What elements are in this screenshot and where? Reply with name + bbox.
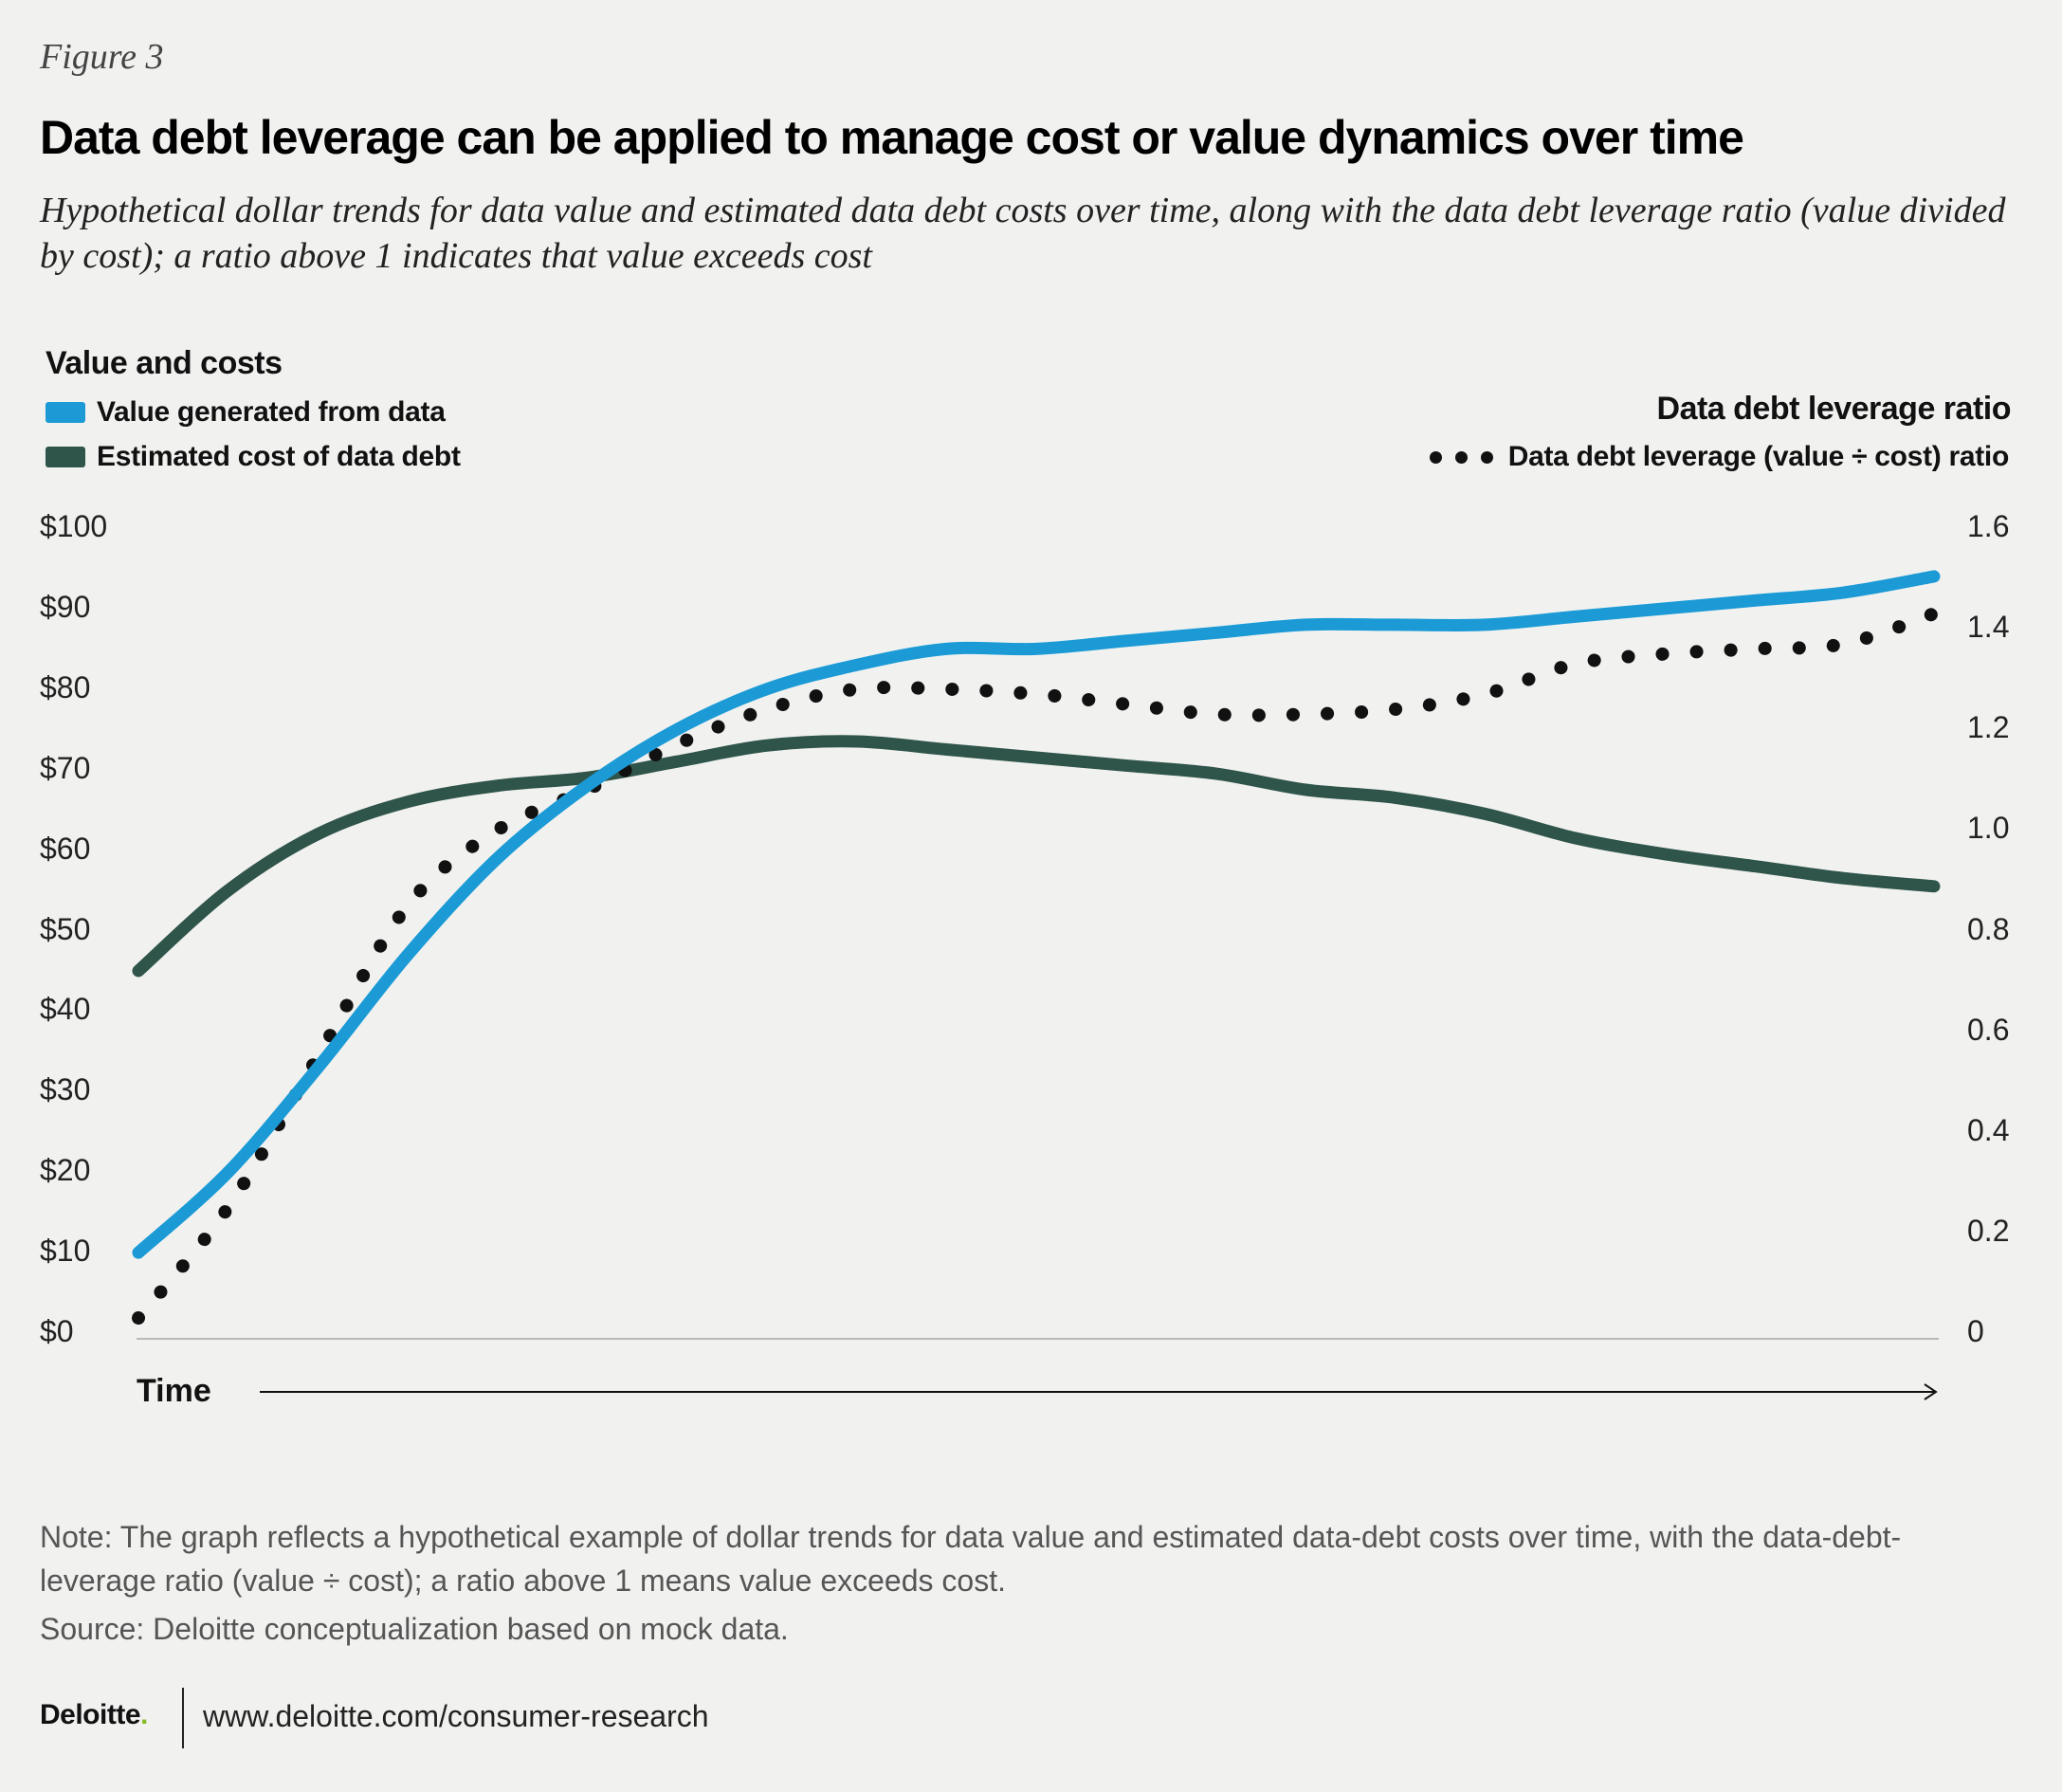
left-tick-label: $60	[40, 831, 91, 866]
left-tick-label: $80	[40, 669, 91, 704]
legend-label-cost: Estimated cost of data debt	[97, 441, 461, 472]
legend-dot	[1429, 450, 1442, 464]
legend-swatch-cost	[46, 447, 85, 467]
deloitte-logo: Deloitte.	[40, 1699, 148, 1731]
legend-dot	[1480, 450, 1493, 464]
left-tick-label: $90	[40, 589, 91, 624]
chart-source: Source: Deloitte conceptualization based…	[40, 1612, 789, 1646]
right-tick-label: 0.2	[1967, 1213, 2010, 1248]
right-tick-label: 1.2	[1967, 710, 2010, 745]
left-tick-label: $40	[40, 992, 91, 1027]
legend-item-value: Value generated from data	[46, 396, 446, 429]
legend-item-cost: Estimated cost of data debt	[46, 441, 461, 473]
left-tick-label: $70	[40, 750, 91, 785]
right-tick-label: 0.6	[1967, 1012, 2010, 1047]
series-line-value-generated-from-data	[132, 570, 1941, 1259]
series-line-estimated-cost-of-data-debt	[132, 735, 1941, 978]
time-arrow-head	[1924, 1383, 1938, 1400]
legend-label-value: Value generated from data	[97, 396, 446, 428]
right-tick-label: 0.8	[1967, 911, 2010, 946]
series-line-data-debt-leverage-value-cost-ratio	[132, 607, 1941, 1326]
right-tick-label: 1.4	[1967, 610, 2010, 645]
legend-item-ratio: Data debt leverage (value ÷ cost) ratio	[1429, 441, 2010, 473]
right-tick-label: 0	[1967, 1314, 1984, 1348]
left-tick-label: $100	[40, 509, 108, 543]
right-tick-label: 1.0	[1967, 811, 2010, 846]
footer-url[interactable]: www.deloitte.com/consumer-research	[203, 1699, 709, 1733]
chart-note: Note: The graph reflects a hypothetical …	[40, 1520, 1902, 1598]
x-axis-label: Time	[137, 1373, 211, 1409]
chart-title: Data debt leverage can be applied to man…	[40, 111, 1744, 164]
legend-swatch-value	[46, 402, 85, 423]
right-tick-label: 0.4	[1967, 1112, 2010, 1147]
left-tick-label: $50	[40, 911, 91, 946]
legend-label-ratio: Data debt leverage (value ÷ cost) ratio	[1507, 441, 2010, 472]
left-tick-label: $0	[40, 1314, 74, 1348]
footer-divider	[182, 1688, 184, 1748]
left-tick-label: $30	[40, 1072, 91, 1107]
logo-dot: .	[140, 1699, 148, 1730]
left-tick-label: $20	[40, 1153, 91, 1188]
chart-subtitle: Hypothetical dollar trends for data valu…	[40, 191, 2006, 276]
legend-dot	[1454, 450, 1468, 464]
left-tick-label: $10	[40, 1234, 91, 1269]
left-axis-heading: Value and costs	[46, 345, 283, 381]
figure-label: Figure 3	[40, 37, 164, 77]
right-axis-heading: Data debt leverage ratio	[1656, 391, 2012, 427]
logo-text: Deloitte	[40, 1699, 141, 1730]
legend-dots-ratio	[1429, 450, 1493, 464]
right-tick-label: 1.6	[1967, 509, 2010, 543]
